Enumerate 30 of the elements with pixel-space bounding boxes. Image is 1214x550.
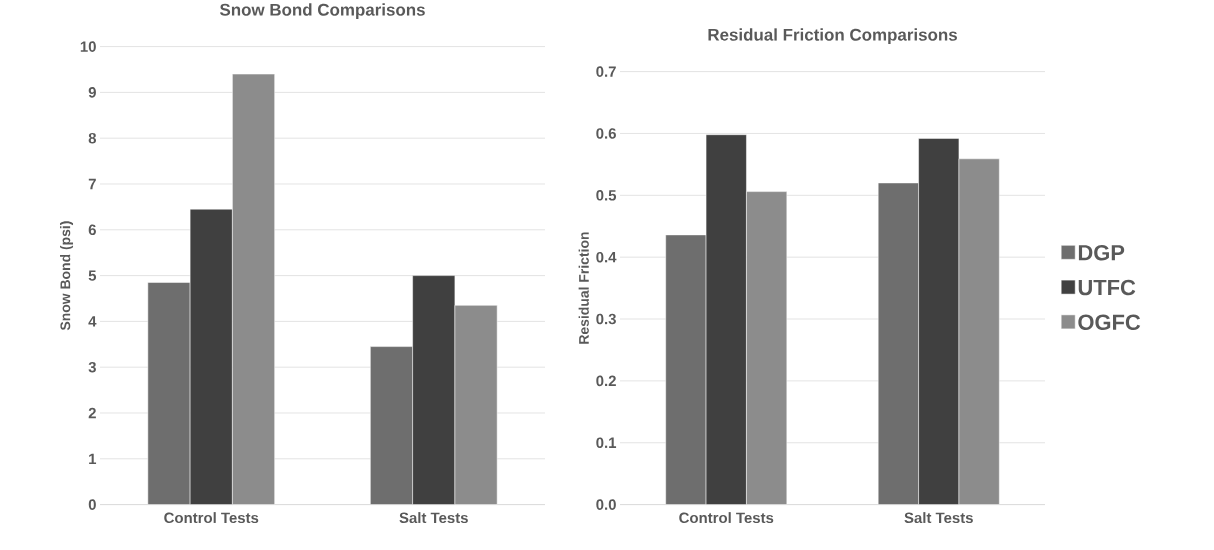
- y-tick-label: 6: [88, 224, 96, 236]
- y-tick-label: 5: [88, 270, 97, 281]
- x-tick-label: Control Tests: [164, 512, 259, 524]
- y-tick-label: 2: [88, 407, 96, 419]
- y-tick-label: 0.1: [596, 437, 617, 449]
- y-tick-label: 9: [88, 87, 96, 98]
- y-tick-label: 0.7: [596, 66, 616, 78]
- legend-label: UTFC: [1078, 279, 1136, 296]
- y-tick-label: 8: [88, 133, 97, 144]
- y-tick-label: 0.5: [596, 190, 617, 201]
- x-tick-label: Control Tests: [679, 512, 774, 524]
- y-tick-label: 0.4: [596, 252, 617, 263]
- y-tick-label: 7: [88, 179, 96, 190]
- y-tick-label: 0.0: [596, 499, 616, 511]
- y-tick-label: 10: [80, 41, 96, 53]
- x-tick-label: Salt Tests: [904, 512, 973, 524]
- legend-label: DGP: [1078, 245, 1125, 261]
- chart-title: Residual Friction Comparisons: [708, 28, 957, 45]
- y-tick-label: 0.6: [596, 128, 616, 139]
- legend-label: OGFC: [1078, 314, 1141, 331]
- y-axis-title: Snow Bond (psi): [60, 221, 74, 331]
- y-tick-label: 0: [88, 499, 96, 511]
- y-tick-label: 0.3: [596, 313, 616, 325]
- x-tick-label: Salt Tests: [399, 512, 468, 524]
- y-tick-label: 0.2: [596, 375, 616, 387]
- y-tick-label: 3: [88, 362, 96, 373]
- chart-title: Snow Bond Comparisons: [219, 3, 425, 20]
- y-tick-label: 1: [89, 453, 97, 465]
- y-tick-label: 4: [88, 316, 97, 327]
- y-axis-title: Residual Friction: [578, 232, 589, 344]
